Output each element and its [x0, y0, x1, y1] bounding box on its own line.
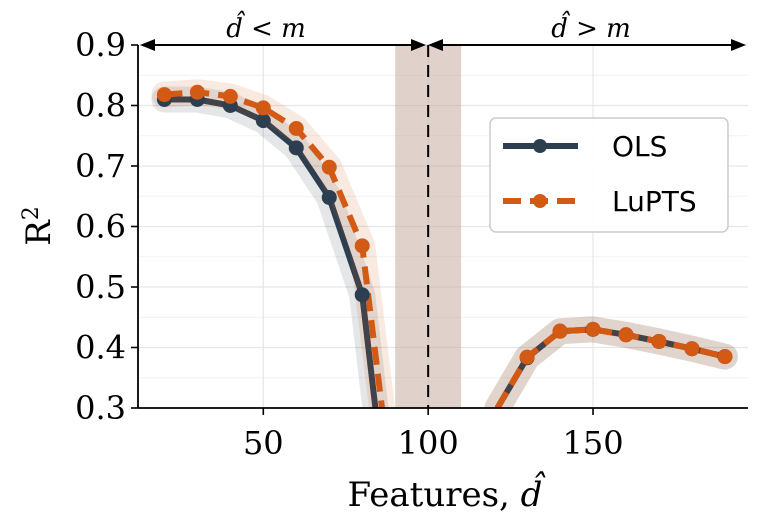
legend-lupts-marker [533, 194, 547, 208]
series-ols-point [321, 189, 337, 205]
y-tick-label: 0.8 [75, 87, 126, 125]
annotation-right-arrowhead-left [428, 39, 443, 51]
annotation-right: d̂ > m [428, 10, 746, 51]
annotation-right-arrowhead-right [731, 39, 746, 51]
legend-lupts-label: LuPTS [612, 185, 697, 218]
series-ols-error-band [151, 86, 389, 408]
x-axis-ticks: 50 100 150 [243, 408, 624, 462]
series-ols-point [288, 140, 304, 156]
y-tick-label: 0.4 [75, 329, 126, 367]
y-tick-label: 0.7 [75, 147, 126, 185]
series-lupts-point [288, 120, 304, 136]
legend: OLS LuPTS [489, 117, 729, 233]
x-tick-label: 150 [562, 424, 623, 462]
y-tick-label: 0.9 [75, 26, 126, 64]
annotation-right-label: d̂ > m [551, 10, 631, 44]
series-lupts-point [651, 333, 667, 349]
annotation-left-arrowhead-left [140, 39, 155, 51]
annotation-left: d̂ < m [140, 10, 426, 51]
x-axis-title: Features, d̂ [348, 472, 547, 515]
series-lupts-point [717, 349, 733, 365]
annotation-left-arrowhead-right [411, 39, 426, 51]
legend-ols-label: OLS [612, 130, 667, 163]
series-ols-point [354, 287, 370, 303]
x-tick-label: 50 [243, 424, 284, 462]
annotation-left-label: d̂ < m [226, 10, 306, 44]
series-lupts-point [156, 87, 172, 103]
series-lupts-error-band [484, 316, 738, 408]
legend-ols-marker [533, 139, 547, 153]
series-lupts-point [321, 159, 337, 175]
y-tick-label: 0.6 [75, 208, 126, 246]
series-lupts-point [552, 323, 568, 339]
series-lupts-point [189, 84, 205, 100]
series-lupts-point [255, 100, 271, 116]
series-ols-point [255, 113, 271, 129]
y-axis-ticks: 0.3 0.4 0.5 0.6 0.7 0.8 0.9 [75, 26, 138, 427]
y-axis-title: R2 [19, 206, 59, 246]
y-tick-label: 0.5 [75, 268, 126, 306]
series-lupts-point [618, 327, 634, 343]
series-lupts-point [222, 88, 238, 104]
x-tick-label: 100 [398, 424, 459, 462]
series-lupts-point [585, 321, 601, 337]
series-lupts-point [684, 341, 700, 357]
marker-layer [156, 84, 733, 366]
series-lupts-point [519, 349, 535, 365]
y-tick-label: 0.3 [75, 389, 126, 427]
series-lupts-point [354, 238, 370, 254]
